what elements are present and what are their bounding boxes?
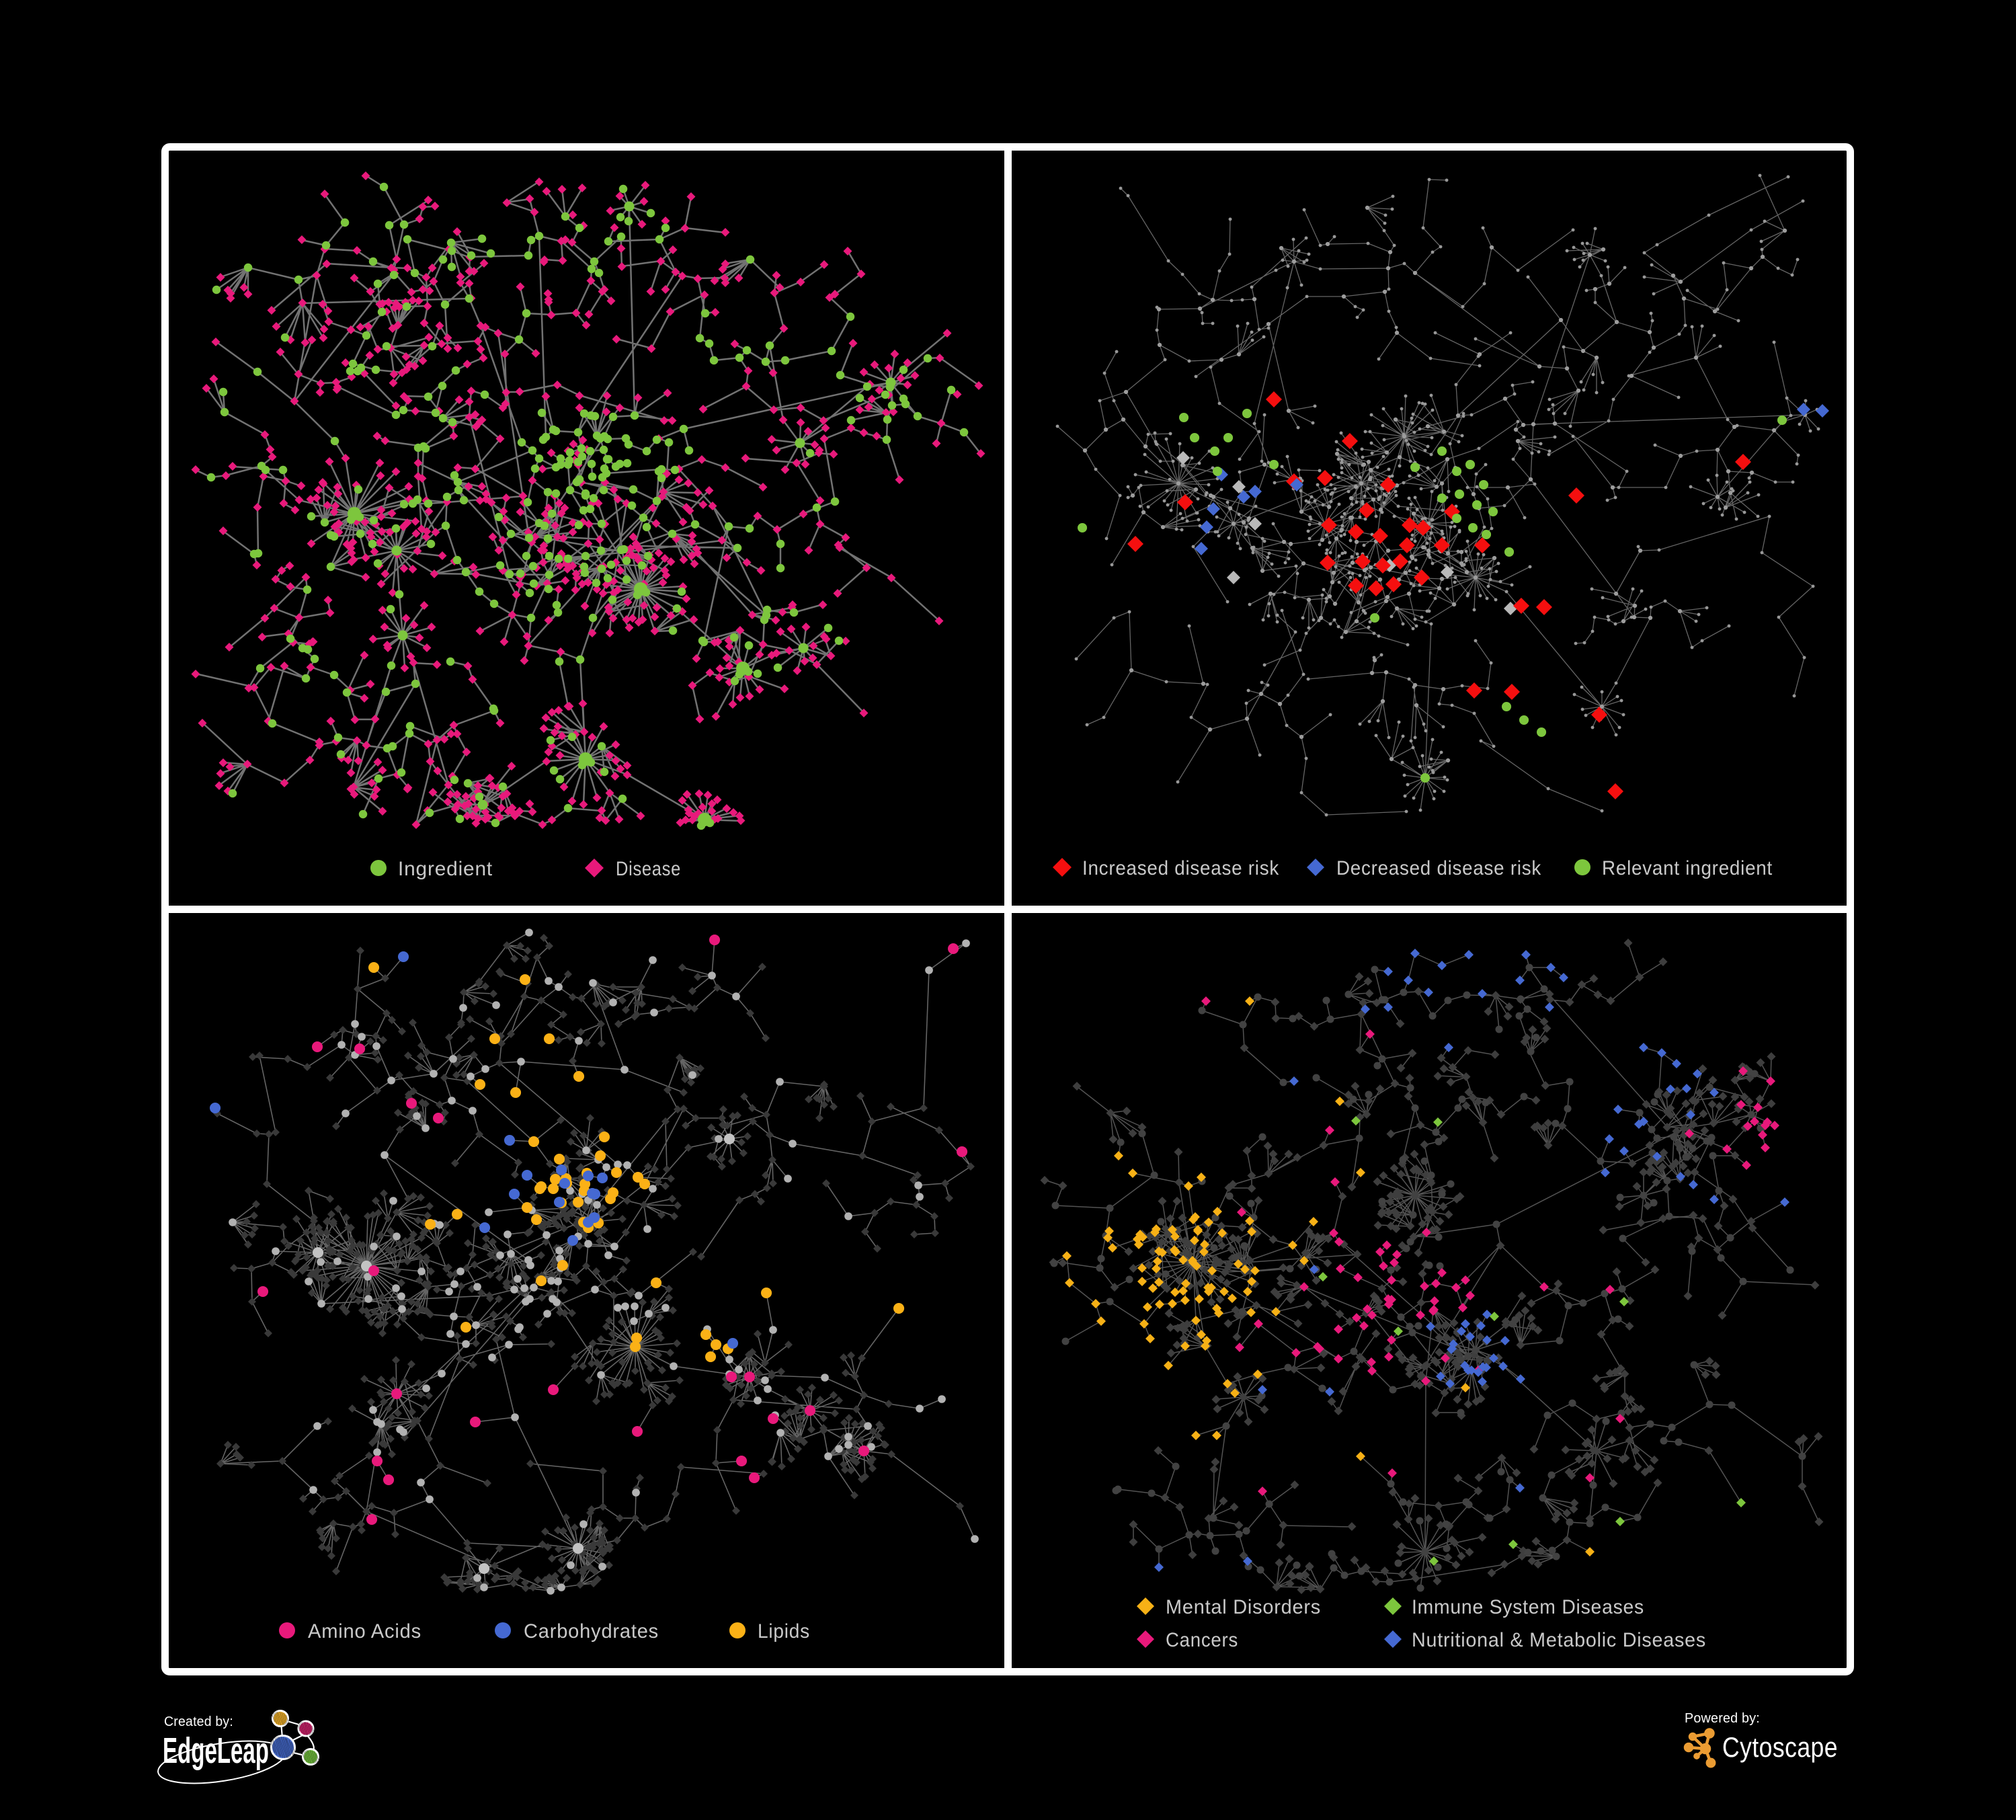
svg-text:Cancers: Cancers [1166, 1629, 1238, 1651]
svg-text:Amino Acids: Amino Acids [308, 1620, 421, 1643]
svg-text:Lipids: Lipids [758, 1620, 810, 1643]
svg-text:EdgeLeap: EdgeLeap [163, 1731, 269, 1771]
svg-text:Mental Disorders: Mental Disorders [1166, 1596, 1321, 1618]
svg-text:Increased disease risk: Increased disease risk [1082, 857, 1279, 879]
svg-text:Created by:: Created by: [164, 1714, 233, 1729]
svg-text:Ingredient: Ingredient [398, 858, 493, 880]
svg-text:Decreased disease risk: Decreased disease risk [1336, 857, 1541, 879]
svg-text:Nutritional & Metabolic Diseas: Nutritional & Metabolic Diseases [1412, 1629, 1706, 1651]
svg-text:Cytoscape: Cytoscape [1722, 1731, 1838, 1763]
svg-text:Powered by:: Powered by: [1685, 1711, 1760, 1726]
svg-text:Relevant ingredient: Relevant ingredient [1602, 857, 1773, 879]
svg-text:Carbohydrates: Carbohydrates [524, 1620, 659, 1643]
svg-text:Disease: Disease [616, 858, 681, 880]
svg-text:Immune System Diseases: Immune System Diseases [1412, 1596, 1644, 1618]
